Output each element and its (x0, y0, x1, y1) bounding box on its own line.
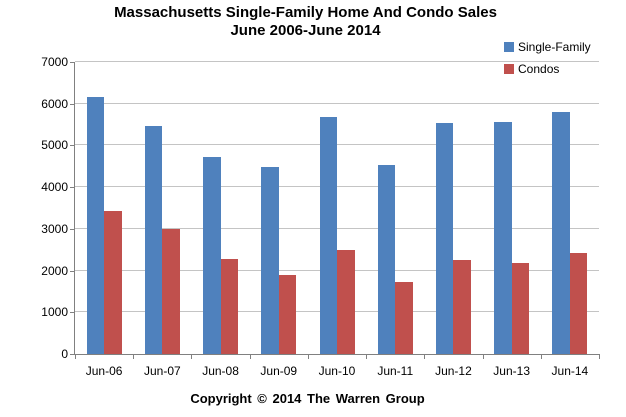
y-axis-labels: 0 1000 2000 3000 4000 5000 6000 7000 (0, 0, 68, 417)
x-tick-mark (540, 355, 542, 359)
y-tick-label: 3000 (41, 221, 68, 236)
x-tick-mark (249, 355, 251, 359)
x-tick-label-jun-13: Jun-13 (493, 364, 530, 378)
x-tick-mark (482, 355, 484, 359)
y-tick-mark (70, 103, 75, 105)
bar-condos-jun-08 (220, 259, 239, 354)
legend-item-condos: Condos (504, 62, 591, 76)
bar-condos-jun-13 (511, 262, 530, 354)
bar-single-family-jun-06 (86, 97, 105, 354)
bar-single-family-jun-13 (494, 121, 512, 354)
bar-condos-jun-06 (104, 210, 122, 354)
bar-single-family-jun-12 (435, 123, 454, 354)
gridline-5000 (75, 144, 599, 146)
x-tick-mark (191, 355, 193, 359)
bar-single-family-jun-08 (203, 156, 221, 354)
bar-condos-jun-09 (278, 275, 297, 354)
y-axis-line (74, 62, 75, 355)
bar-condos-jun-11 (395, 281, 413, 354)
bar-single-family-jun-07 (144, 125, 163, 354)
chart-title-line1: Massachusetts Single-Family Home And Con… (114, 4, 497, 21)
y-tick-label: 2000 (41, 263, 68, 278)
gridline-4000 (75, 186, 599, 188)
x-tick-mark (133, 355, 135, 359)
copyright-text: Copyright © 2014 The Warren Group (190, 391, 425, 406)
legend: Single-Family Condos (504, 40, 591, 84)
y-tick-mark (70, 312, 75, 314)
y-tick-label: 0 (61, 347, 68, 361)
bar-condos-jun-12 (453, 260, 471, 354)
x-tick-mark (75, 355, 76, 359)
x-tick-label-jun-10: Jun-10 (318, 364, 356, 378)
y-tick-mark (70, 187, 75, 189)
x-tick-label-jun-11: Jun-11 (377, 364, 414, 378)
gridline-7000 (75, 61, 599, 62)
y-tick-label: 4000 (41, 180, 68, 195)
x-tick-mark (307, 355, 309, 359)
condos-swatch-icon (504, 64, 514, 74)
x-axis-line (74, 354, 600, 355)
bar-condos-jun-07 (162, 228, 180, 354)
plot-area (75, 61, 599, 354)
legend-item-single-family: Single-Family (504, 40, 591, 54)
x-tick-label-jun-06: Jun-06 (85, 364, 123, 378)
x-tick-label-jun-12: Jun-12 (435, 364, 472, 378)
chart-title: Massachusetts Single-Family Home And Con… (0, 4, 611, 40)
x-tick-label-jun-09: Jun-09 (260, 364, 298, 378)
y-tick-label: 5000 (41, 138, 68, 153)
bar-single-family-jun-14 (552, 112, 570, 354)
bar-single-family-jun-11 (377, 165, 396, 354)
legend-label-single-family: Single-Family (518, 40, 591, 54)
y-tick-mark (70, 62, 75, 63)
chart-title-line2: June 2006-June 2014 (230, 22, 381, 39)
bar-single-family-jun-10 (319, 117, 337, 354)
x-tick-label-jun-14: Jun-14 (551, 364, 589, 378)
bar-condos-jun-10 (337, 250, 355, 354)
y-tick-mark (70, 354, 75, 355)
x-tick-mark (599, 355, 600, 359)
legend-label-condos: Condos (518, 62, 560, 76)
single-family-swatch-icon (504, 42, 514, 52)
x-tick-mark (366, 355, 368, 359)
gridline-3000 (75, 227, 599, 229)
y-tick-label: 1000 (41, 305, 68, 320)
y-tick-label: 7000 (41, 55, 68, 69)
y-tick-mark (70, 228, 75, 230)
y-tick-label: 6000 (41, 96, 68, 111)
x-tick-label-jun-07: Jun-07 (143, 364, 181, 378)
gridline-6000 (75, 102, 599, 104)
x-tick-label-jun-08: Jun-08 (202, 364, 239, 378)
bar-condos-jun-14 (569, 252, 588, 354)
y-tick-mark (70, 145, 75, 147)
y-tick-mark (70, 270, 75, 272)
x-tick-mark (424, 355, 426, 359)
bar-single-family-jun-09 (261, 167, 279, 354)
